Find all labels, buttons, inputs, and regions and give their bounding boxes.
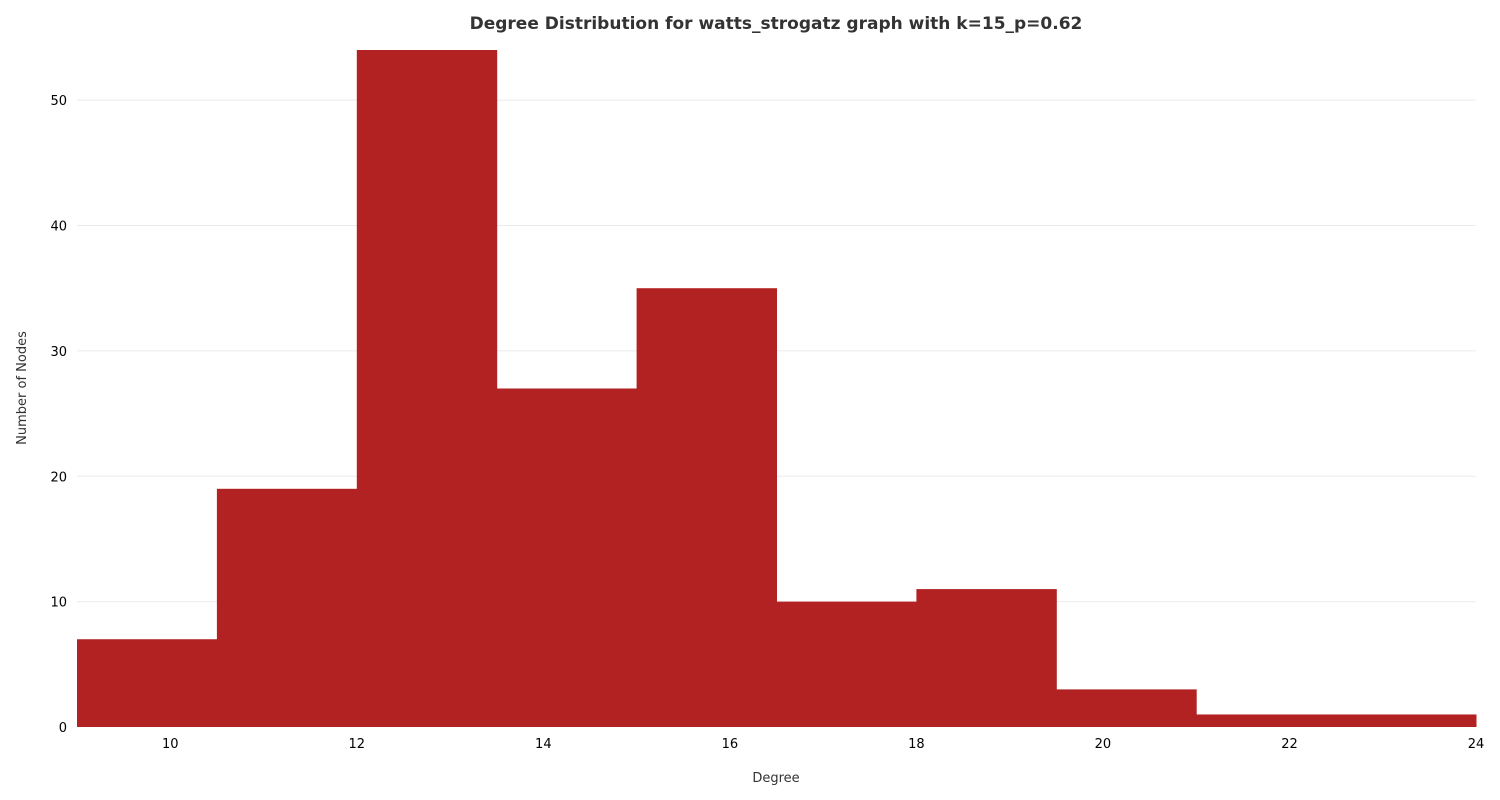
histogram-bar [776, 601, 917, 727]
x-tick-label: 14 [535, 737, 552, 752]
x-tick-label: 10 [162, 737, 179, 752]
y-axis-ticks: 0 10 20 30 40 50 [50, 94, 67, 736]
histogram-bar [496, 388, 638, 727]
y-axis-label: Number of Nodes [15, 331, 30, 445]
x-tick-label: 12 [349, 737, 366, 752]
y-tick-label: 40 [50, 220, 67, 235]
x-tick-label: 16 [722, 737, 739, 752]
histogram-bar [1336, 714, 1477, 727]
histogram-bar [356, 50, 498, 727]
histogram-bar [216, 488, 358, 727]
histogram-bar [636, 288, 777, 727]
x-axis-label: Degree [752, 771, 799, 786]
histogram-bar [1196, 714, 1337, 727]
y-tick-label: 50 [50, 94, 67, 109]
x-axis-ticks: 10 12 14 16 18 20 22 24 [162, 737, 1484, 752]
x-tick-label: 18 [908, 737, 925, 752]
x-tick-label: 22 [1281, 737, 1298, 752]
y-tick-label: 0 [59, 721, 67, 736]
y-tick-label: 30 [50, 345, 67, 360]
chart-title: Degree Distribution for watts_strogatz g… [470, 14, 1083, 34]
x-tick-label: 24 [1468, 737, 1485, 752]
histogram-bar [916, 589, 1057, 727]
y-tick-label: 20 [50, 470, 67, 485]
histogram-bar [77, 639, 218, 727]
bars [77, 50, 1477, 727]
x-tick-label: 20 [1095, 737, 1112, 752]
histogram-bar [1056, 689, 1197, 727]
y-tick-label: 10 [50, 596, 67, 611]
